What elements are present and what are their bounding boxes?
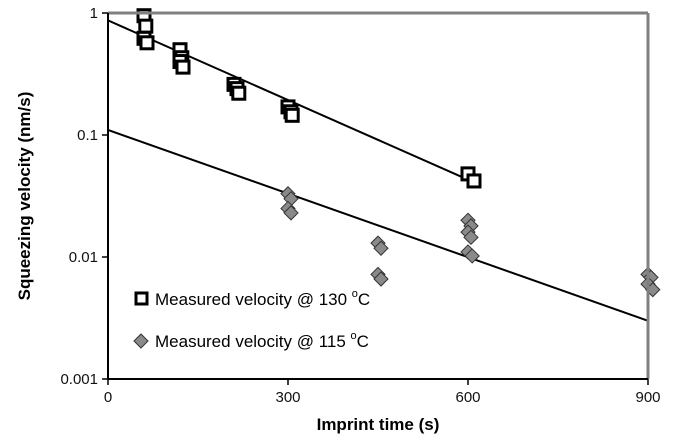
legend-degree-130: o — [352, 288, 358, 300]
legend-diamond-marker — [133, 333, 149, 349]
legend-square-marker — [134, 291, 149, 306]
fit-line-series-2 — [107, 129, 649, 322]
x-ticks: 0 300 600 900 — [104, 379, 661, 406]
y-tick-label: 0.01 — [69, 249, 98, 266]
legend-item-115: Measured velocity @ 115 oC — [133, 330, 369, 351]
legend-label-115: Measured velocity @ 115 oC — [155, 330, 369, 351]
data-point-square — [466, 173, 482, 189]
legend-unit-130: C — [358, 290, 370, 309]
plot-area — [108, 13, 648, 379]
x-tick-label: 900 — [635, 389, 660, 406]
y-axis-title: Squeezing velocity (nm/s) — [15, 92, 34, 301]
x-tick-label: 600 — [455, 389, 480, 406]
legend: Measured velocity @ 130 oC Measured velo… — [133, 288, 370, 351]
y-tick-label: 0.1 — [77, 127, 98, 144]
legend-label-115-prefix: Measured velocity @ 115 — [155, 332, 351, 351]
legend-unit-115: C — [357, 332, 369, 351]
legend-item-130: Measured velocity @ 130 oC — [134, 288, 370, 309]
data-point-square — [139, 35, 155, 51]
data-point-diamond — [373, 271, 389, 287]
data-point-square — [284, 107, 300, 123]
data-point-square — [138, 18, 154, 34]
x-tick-label: 0 — [104, 389, 112, 406]
y-tick-label: 0.001 — [60, 371, 98, 388]
x-tick-label: 300 — [275, 389, 300, 406]
y-tick-label: 1 — [90, 5, 98, 22]
y-ticks: 0.001 0.01 0.1 1 — [60, 5, 108, 388]
data-point-square — [231, 85, 247, 101]
legend-label-130: Measured velocity @ 130 oC — [155, 288, 370, 309]
legend-degree-115: o — [351, 330, 357, 342]
x-axis-title: Imprint time (s) — [317, 415, 440, 434]
markers — [136, 8, 661, 298]
data-point-diamond — [463, 229, 479, 246]
data-point-diamond — [283, 205, 299, 221]
legend-label-130-prefix: Measured velocity @ 130 — [155, 290, 352, 309]
data-point-square — [175, 59, 191, 75]
data-point-diamond — [373, 240, 389, 256]
data-point-diamond — [464, 248, 480, 264]
